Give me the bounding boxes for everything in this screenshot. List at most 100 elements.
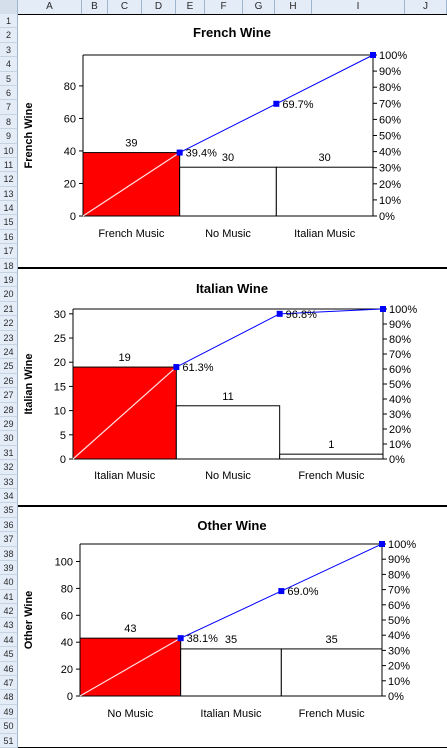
row-header-31[interactable]: 31: [0, 445, 18, 461]
y2-tick-label-2: 20%: [389, 424, 411, 436]
row-header-34[interactable]: 34: [0, 488, 18, 504]
y-tick-label-2: 40: [64, 146, 76, 158]
y-tick-label-0: 0: [67, 691, 73, 703]
y-tick-label-0: 0: [70, 211, 76, 223]
y-tick-label-0: 0: [60, 454, 66, 466]
row-header-17[interactable]: 17: [0, 244, 18, 259]
row-header-27[interactable]: 27: [0, 388, 18, 403]
y2-tick-label-8: 80%: [379, 82, 401, 94]
row-header-25[interactable]: 25: [0, 359, 18, 374]
cumulative-line-segment-0: [82, 152, 180, 217]
row-header-6[interactable]: 6: [0, 85, 18, 101]
row-header-28[interactable]: 28: [0, 402, 18, 417]
row-header-24[interactable]: 24: [0, 345, 18, 360]
bar-value-label-1: 43: [124, 623, 136, 635]
chart-title: Other Wine: [197, 518, 266, 533]
row-header-32[interactable]: 32: [0, 460, 18, 475]
bar-2: [180, 648, 282, 697]
row-header-10[interactable]: 10: [0, 143, 18, 158]
cumulative-marker-2: [273, 100, 280, 107]
row-header-29[interactable]: 29: [0, 416, 18, 432]
column-header-a[interactable]: A: [18, 0, 82, 14]
cumulative-line-segment-0: [79, 637, 181, 697]
bar-3: [279, 453, 384, 460]
row-header-5[interactable]: 5: [0, 71, 18, 86]
row-header-50[interactable]: 50: [0, 719, 18, 734]
y2-tick-label-3: 30%: [389, 409, 411, 421]
row-header-40[interactable]: 40: [0, 575, 18, 590]
row-header-35[interactable]: 35: [0, 503, 18, 518]
row-header-44[interactable]: 44: [0, 632, 18, 648]
row-header-22[interactable]: 22: [0, 316, 18, 331]
category-label-2: No Music: [205, 470, 251, 482]
row-header-45[interactable]: 45: [0, 647, 18, 662]
row-header-39[interactable]: 39: [0, 560, 18, 576]
chart-title: Italian Wine: [196, 281, 268, 296]
bar-value-label-3: 1: [328, 439, 334, 451]
column-header-b[interactable]: B: [82, 0, 108, 14]
row-header-4[interactable]: 4: [0, 57, 18, 72]
chart-other-wine[interactable]: Other Wine Other Wine 43 No Music 35 Italian …: [18, 506, 447, 748]
select-all-corner[interactable]: [0, 0, 18, 14]
cumulative-marker-3: [370, 52, 376, 58]
row-header-8[interactable]: 8: [0, 114, 18, 130]
row-header-51[interactable]: 51: [0, 733, 18, 748]
row-header-30[interactable]: 30: [0, 431, 18, 446]
y2-tick-label-6: 60%: [388, 600, 410, 612]
column-header-e[interactable]: E: [176, 0, 205, 14]
row-header-36[interactable]: 36: [0, 517, 18, 533]
row-header-21[interactable]: 21: [0, 301, 18, 317]
column-header-c[interactable]: C: [108, 0, 142, 14]
row-header-48[interactable]: 48: [0, 690, 18, 705]
y-tick-label-3: 15: [54, 381, 66, 393]
y-axis-label: Italian Wine: [23, 353, 35, 414]
row-header-20[interactable]: 20: [0, 287, 18, 302]
row-header-2[interactable]: 2: [0, 28, 18, 43]
row-header-33[interactable]: 33: [0, 474, 18, 489]
cumulative-label-2: 69.0%: [287, 586, 318, 598]
row-header-15[interactable]: 15: [0, 215, 18, 230]
y2-tick-label-7: 70%: [388, 585, 410, 597]
row-header-23[interactable]: 23: [0, 330, 18, 346]
column-header-g[interactable]: G: [243, 0, 275, 14]
cumulative-label-2: 96.8%: [286, 309, 317, 321]
y2-tick-label-0: 0%: [379, 211, 395, 223]
column-header-d[interactable]: D: [142, 0, 176, 14]
row-header-47[interactable]: 47: [0, 676, 18, 691]
chart-italian-wine[interactable]: Italian Wine Italian Wine 19 Italian Music 1…: [18, 268, 447, 506]
row-header-16[interactable]: 16: [0, 229, 18, 245]
y-tick-label-4: 80: [61, 583, 73, 595]
row-header-14[interactable]: 14: [0, 201, 18, 216]
row-header-42[interactable]: 42: [0, 604, 18, 619]
row-header-1[interactable]: 1: [0, 14, 18, 29]
bar-value-label-1: 39: [125, 138, 137, 150]
row-header-38[interactable]: 38: [0, 546, 18, 561]
column-header-h[interactable]: H: [275, 0, 312, 14]
row-header-26[interactable]: 26: [0, 373, 18, 389]
chart-french-wine[interactable]: French Wine French Wine 39 French Music 30 No…: [18, 14, 447, 268]
row-header-11[interactable]: 11: [0, 157, 18, 173]
row-header-7[interactable]: 7: [0, 100, 18, 115]
row-header-43[interactable]: 43: [0, 618, 18, 633]
column-header-i[interactable]: I: [312, 0, 405, 14]
row-header-37[interactable]: 37: [0, 532, 18, 547]
cumulative-line-segment-1: [176, 313, 280, 368]
row-header-19[interactable]: 19: [0, 273, 18, 288]
row-header-12[interactable]: 12: [0, 172, 18, 187]
column-header-f[interactable]: F: [205, 0, 243, 14]
y-tick-label-5: 100: [55, 556, 73, 568]
row-header-49[interactable]: 49: [0, 704, 18, 720]
column-header-j[interactable]: J: [405, 0, 447, 14]
y2-tick-label-0: 0%: [388, 691, 404, 703]
row-header-13[interactable]: 13: [0, 186, 18, 202]
y2-tick-label-7: 70%: [389, 349, 411, 361]
row-header-18[interactable]: 18: [0, 258, 18, 274]
cumulative-marker-1: [176, 149, 183, 156]
row-header-41[interactable]: 41: [0, 589, 18, 605]
y2-tick-label-7: 70%: [379, 98, 401, 110]
category-label-1: Italian Music: [94, 470, 156, 482]
cumulative-marker-1: [173, 364, 180, 371]
row-header-46[interactable]: 46: [0, 661, 18, 677]
row-header-3[interactable]: 3: [0, 42, 18, 58]
row-header-9[interactable]: 9: [0, 129, 18, 144]
